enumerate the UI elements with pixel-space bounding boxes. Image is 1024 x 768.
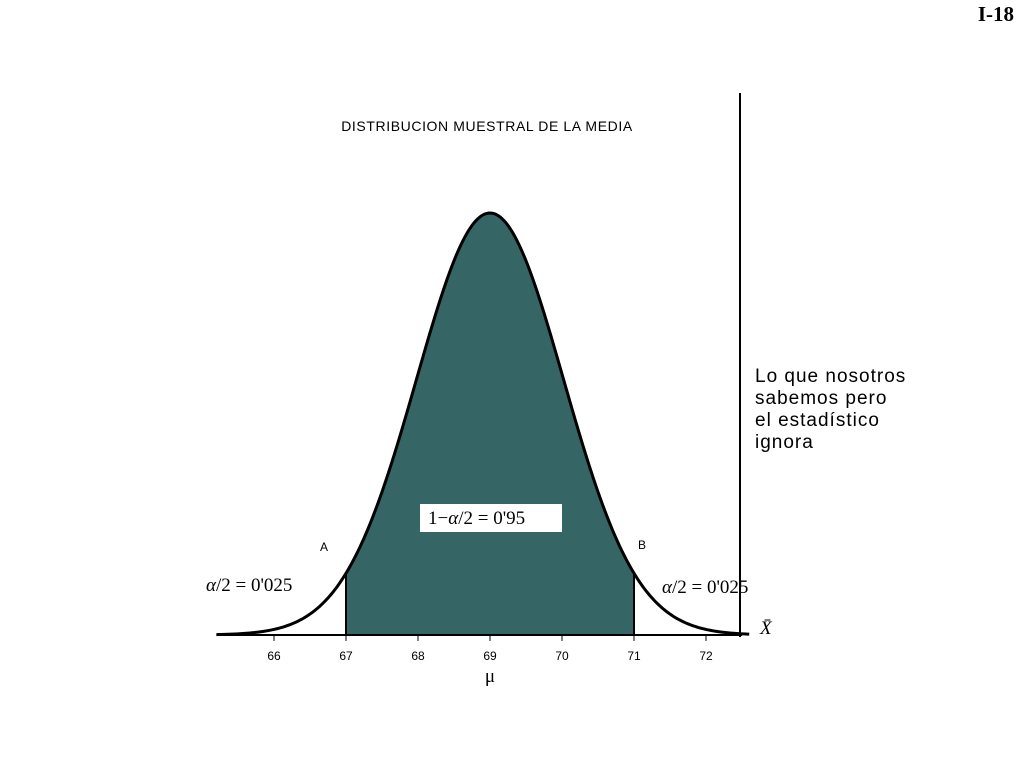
density-curve: [216, 211, 750, 637]
x-tick-label-70: 70: [555, 649, 569, 663]
x-tick-label-68: 68: [411, 649, 425, 663]
slide-number: I-18: [977, 2, 1014, 26]
x-tick-label-71: 71: [627, 649, 641, 663]
mean-mu-label: μ: [485, 666, 495, 687]
x-tick-label-67: 67: [339, 649, 353, 663]
shaded-confidence-region: [346, 213, 634, 635]
x-tick-label-72: 72: [699, 649, 713, 663]
side-note-line-3: el estadístico: [755, 410, 880, 431]
left-tail-alpha: α: [206, 575, 217, 596]
right-tail-suffix: /2 = 0'025: [672, 577, 748, 598]
x-tick-label-69: 69: [483, 649, 497, 663]
center-annotation-alpha: α: [448, 508, 459, 529]
left-tail-annotation: α/2 = 0'025: [206, 575, 292, 596]
x-axis-ticks: 66 67 68 69 70 71 72: [267, 635, 713, 663]
center-annotation-prefix: 1−: [428, 508, 448, 529]
side-note: Lo que nosotros sabemos pero el estadíst…: [755, 366, 975, 454]
right-tail-alpha: α: [662, 577, 673, 598]
left-tail-suffix: /2 = 0'025: [216, 575, 292, 596]
x-tick-label-66: 66: [267, 649, 281, 663]
side-note-line-2: sabemos pero: [755, 388, 888, 409]
right-tail-annotation: α/2 = 0'025: [662, 577, 748, 598]
side-note-line-1: Lo que nosotros: [755, 366, 907, 387]
center-annotation: 1−α/2 = 0'95: [428, 508, 525, 529]
center-annotation-box: [420, 504, 562, 532]
side-note-line-4: ignora: [755, 432, 814, 453]
point-label-b: B: [638, 538, 646, 552]
chart-title: DISTRIBUCION MUESTRAL DE LA MEDIA: [341, 118, 633, 134]
point-label-a: A: [320, 540, 328, 554]
center-annotation-suffix: /2 = 0'95: [458, 508, 525, 529]
x-bar-axis-label: X̄: [759, 618, 773, 639]
